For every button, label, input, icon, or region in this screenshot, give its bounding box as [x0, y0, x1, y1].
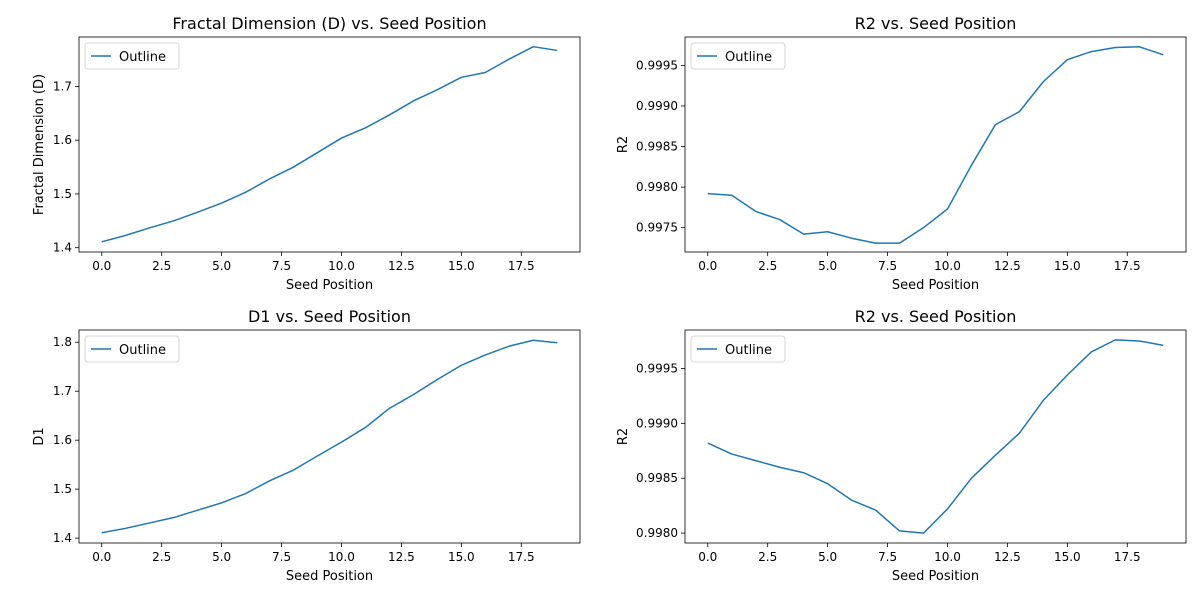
x-tick-label: 17.5: [1114, 550, 1141, 564]
y-tick-label: 1.8: [53, 335, 72, 349]
x-tick-label: 15.0: [448, 550, 475, 564]
x-tick-label: 12.5: [388, 550, 415, 564]
series-line-outline: [707, 45, 1164, 244]
x-tick-label: 17.5: [508, 550, 535, 564]
y-tick-label: 0.9985: [636, 140, 678, 154]
axes-frame: [684, 36, 1187, 253]
x-tick-label: 7.5: [878, 259, 897, 273]
x-tick-label: 2.5: [152, 259, 171, 273]
legend-box: [690, 335, 786, 363]
x-tick-label: 0.0: [92, 550, 111, 564]
chart-panel-3: D1 vs. Seed Position 0.0 2.5 5.0 7.5 10.0 12.5…: [32, 307, 581, 584]
x-tick-label: 5.0: [818, 259, 837, 273]
y-tick-label: 1.7: [53, 79, 72, 93]
chart-panel-4: R2 vs. Seed Position 0.0 2.5 5.0 7.5 10.0 12.5…: [616, 307, 1187, 584]
axes-frame: [78, 329, 581, 544]
y-tick-label: 1.6: [53, 133, 72, 147]
x-tick-label: 7.5: [272, 550, 291, 564]
x-tick-label: 12.5: [994, 259, 1021, 273]
y-axis-label: D1: [32, 427, 47, 445]
legend: Outline: [690, 42, 786, 70]
x-tick-label: 2.5: [758, 259, 777, 273]
x-tick-label: 10.0: [328, 550, 355, 564]
legend-label: Outline: [119, 50, 166, 65]
x-tick-label: 15.0: [1054, 550, 1081, 564]
series-line-outline: [707, 339, 1164, 534]
y-tick-label: 1.5: [53, 187, 72, 201]
x-tick-label: 7.5: [878, 550, 897, 564]
legend: Outline: [84, 42, 180, 70]
x-axis-label: Seed Position: [892, 569, 979, 584]
y-tick-label: 0.9990: [636, 99, 678, 113]
series-line-outline: [101, 45, 558, 243]
x-tick-label: 12.5: [388, 259, 415, 273]
y-tick-label: 1.4: [53, 531, 72, 545]
y-tick-label: 0.9990: [636, 416, 678, 430]
x-tick-label: 15.0: [1054, 259, 1081, 273]
x-tick-label: 17.5: [1114, 259, 1141, 273]
x-tick-label: 0.0: [698, 550, 717, 564]
x-tick-label: 2.5: [152, 550, 171, 564]
y-tick-label: 1.5: [53, 482, 72, 496]
y-axis-label: R2: [616, 428, 631, 445]
y-tick-label: 0.9980: [636, 180, 678, 194]
x-tick-label: 7.5: [272, 259, 291, 273]
y-tick-label: 0.9995: [636, 58, 678, 72]
x-tick-label: 12.5: [994, 550, 1021, 564]
x-tick-label: 10.0: [328, 259, 355, 273]
y-tick-label: 1.4: [53, 241, 72, 255]
x-tick-label: 5.0: [818, 550, 837, 564]
chart-title: R2 vs. Seed Position: [855, 14, 1017, 33]
x-tick-label: 2.5: [758, 550, 777, 564]
chart-title: R2 vs. Seed Position: [855, 307, 1017, 326]
x-tick-label: 5.0: [212, 550, 231, 564]
legend-label: Outline: [725, 343, 772, 358]
axes-frame: [684, 329, 1187, 544]
y-axis-label: R2: [616, 136, 631, 153]
y-tick-label: 0.9985: [636, 471, 678, 485]
x-axis-label: Seed Position: [892, 278, 979, 293]
series-line-outline: [101, 339, 558, 534]
chart-title: D1 vs. Seed Position: [248, 307, 411, 326]
legend-box: [84, 42, 180, 70]
x-axis-label: Seed Position: [286, 569, 373, 584]
y-axis-label: Fractal Dimension (D): [32, 74, 47, 215]
legend-label: Outline: [725, 50, 772, 65]
x-tick-label: 10.0: [934, 259, 961, 273]
legend-label: Outline: [119, 343, 166, 358]
legend: Outline: [84, 335, 180, 363]
legend-box: [84, 335, 180, 363]
chart-panel-1: Fractal Dimension (D) vs. Seed Position 0…: [32, 14, 581, 293]
x-axis-label: Seed Position: [286, 278, 373, 293]
chart-title: Fractal Dimension (D) vs. Seed Position: [172, 14, 486, 33]
y-tick-label: 1.6: [53, 433, 72, 447]
x-tick-label: 0.0: [92, 259, 111, 273]
x-tick-label: 17.5: [508, 259, 535, 273]
y-tick-label: 0.9980: [636, 526, 678, 540]
y-tick-label: 0.9995: [636, 361, 678, 375]
x-tick-label: 5.0: [212, 259, 231, 273]
x-tick-label: 10.0: [934, 550, 961, 564]
y-tick-label: 1.7: [53, 384, 72, 398]
chart-panel-2: R2 vs. Seed Position 0.0 2.5 5.0 7.5 10.0 12.5…: [616, 14, 1187, 293]
legend-box: [690, 42, 786, 70]
y-tick-label: 0.9975: [636, 221, 678, 235]
x-tick-label: 15.0: [448, 259, 475, 273]
legend: Outline: [690, 335, 786, 363]
x-tick-label: 0.0: [698, 259, 717, 273]
